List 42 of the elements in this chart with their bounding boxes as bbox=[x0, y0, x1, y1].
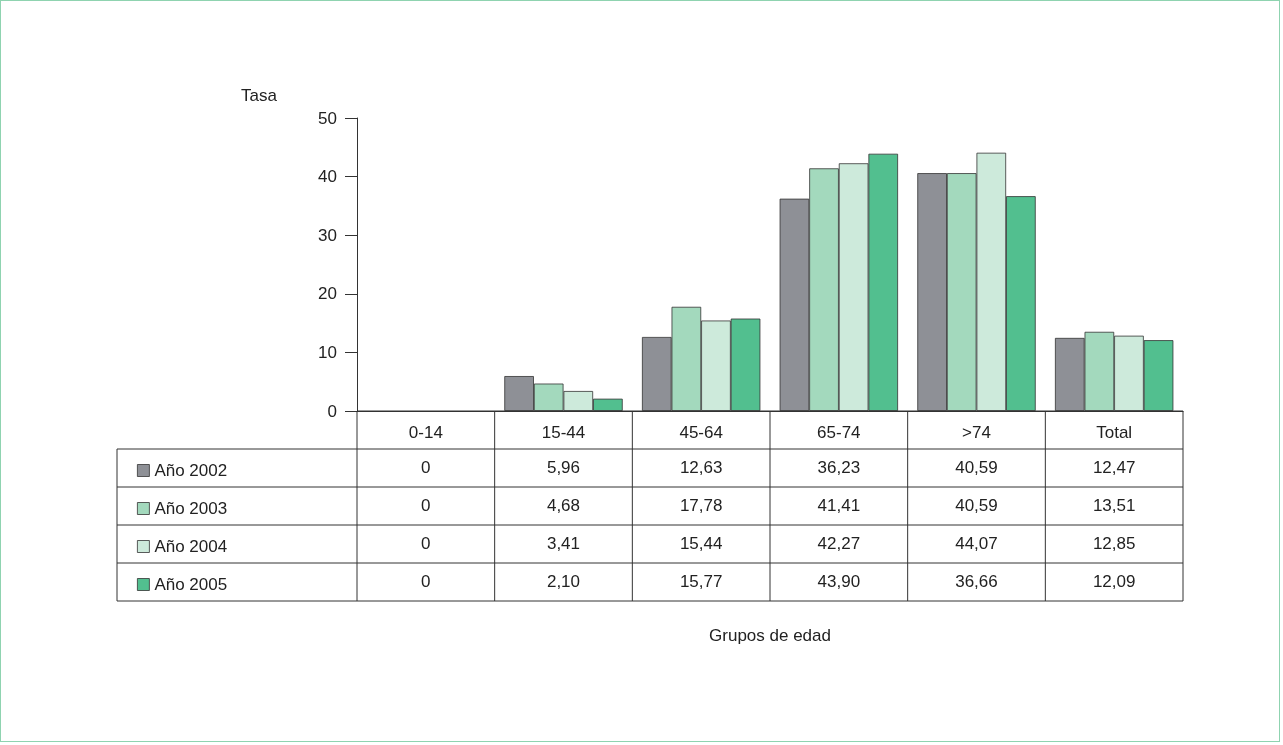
data-label: 0 bbox=[420, 571, 432, 593]
data-label: 0 bbox=[420, 495, 432, 517]
data-label: 0 bbox=[420, 457, 432, 479]
y-tick-label: 50 bbox=[318, 108, 337, 128]
y-tick-label: 20 bbox=[318, 284, 337, 304]
data-label: 0 bbox=[420, 533, 432, 555]
data-label: 40,59 bbox=[954, 457, 999, 479]
x-tick-label: 65-74 bbox=[817, 423, 861, 442]
data-label: 3,41 bbox=[545, 533, 582, 555]
y-tick-label: 30 bbox=[318, 225, 337, 245]
x-tick-label: >74 bbox=[962, 423, 991, 442]
x-tick-label: 0-14 bbox=[408, 423, 443, 442]
data-label: 44,07 bbox=[954, 533, 999, 555]
data-label: 12,09 bbox=[1091, 571, 1137, 593]
data-label: 36,23 bbox=[816, 457, 862, 479]
data-label: 36,66 bbox=[954, 571, 999, 593]
data-label: 41,41 bbox=[816, 495, 862, 517]
data-label: 12,63 bbox=[678, 457, 724, 479]
data-label: 12,47 bbox=[1091, 457, 1137, 479]
legend-label: Año 2002 bbox=[154, 461, 228, 480]
data-label: 15,44 bbox=[678, 533, 724, 555]
data-label: 15,77 bbox=[678, 571, 724, 593]
data-label: 43,90 bbox=[816, 571, 862, 593]
y-tick-label: 0 bbox=[327, 401, 337, 421]
data-label: 4,68 bbox=[545, 495, 582, 517]
x-tick-label: 15-44 bbox=[541, 423, 586, 442]
data-label: 12,85 bbox=[1091, 533, 1137, 555]
legend-label: Año 2003 bbox=[154, 499, 228, 518]
data-label: 42,27 bbox=[816, 533, 862, 555]
x-tick-label: 45-64 bbox=[679, 423, 723, 442]
x-tick-label: Total bbox=[1096, 423, 1133, 442]
data-label: 40,59 bbox=[954, 495, 999, 517]
y-tick-label: 10 bbox=[318, 342, 337, 362]
y-axis-title: Tasa bbox=[241, 86, 278, 105]
y-tick-label: 40 bbox=[318, 167, 337, 187]
legend-label: Año 2005 bbox=[154, 575, 228, 594]
data-label: 13,51 bbox=[1091, 495, 1137, 517]
data-label: 5,96 bbox=[545, 457, 582, 479]
text: Grupos de edad bbox=[709, 626, 831, 646]
legend-label: Año 2004 bbox=[154, 537, 228, 556]
data-label: 17,78 bbox=[678, 495, 724, 517]
data-label: 2,10 bbox=[545, 571, 582, 593]
